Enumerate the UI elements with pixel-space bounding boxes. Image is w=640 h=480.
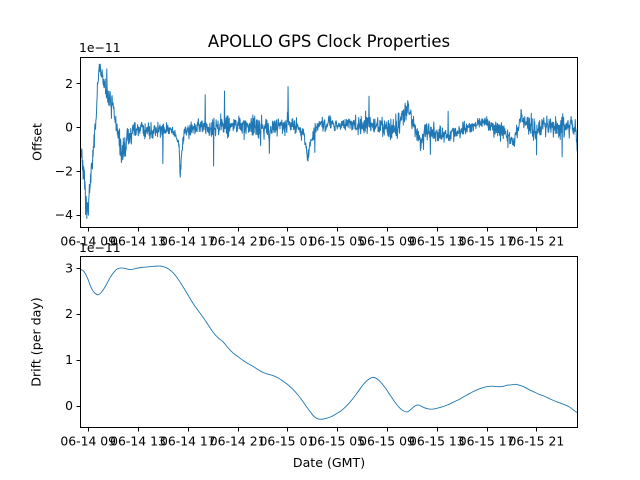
x-tick-label: 06-15 13 (409, 434, 465, 449)
y-tick-label: 2 (65, 306, 73, 321)
x-tick-label: 06-14 13 (110, 234, 166, 249)
y-tick-label: 2 (65, 76, 73, 91)
x-tick-label: 06-14 17 (160, 434, 216, 449)
x-tick-label: 06-14 21 (210, 434, 266, 449)
plot-spines (80, 256, 578, 428)
x-tick-label: 06-15 21 (509, 434, 565, 449)
chart-title: APOLLO GPS Clock Properties (207, 32, 451, 51)
x-tick-label: 06-15 01 (260, 434, 316, 449)
y-tick-label: 0 (65, 398, 73, 413)
offset-series-line (80, 63, 578, 219)
x-tick-label: 06-15 09 (359, 434, 415, 449)
offset-scale-label: 1e−11 (79, 40, 121, 55)
drift-series-line (80, 265, 578, 420)
x-tick-label: 06-15 13 (409, 234, 465, 249)
y-tick-label: 0 (65, 120, 73, 135)
y-tick-label: −2 (55, 163, 73, 178)
offset-y-axis-label: Offset (29, 123, 45, 161)
y-tick-label: 3 (65, 260, 73, 275)
x-tick-label: 06-14 09 (60, 434, 116, 449)
x-tick-label: 06-15 17 (459, 234, 515, 249)
x-tick-label: 06-15 09 (359, 234, 415, 249)
plot-spines (80, 57, 578, 228)
x-tick-label: 06-15 17 (459, 434, 515, 449)
x-tick-label: 06-14 17 (160, 234, 216, 249)
y-tick-label: 1 (65, 352, 73, 367)
x-tick-label: 06-14 21 (210, 234, 266, 249)
x-tick-label: 06-14 13 (110, 434, 166, 449)
x-tick-label: 06-15 01 (260, 234, 316, 249)
x-tick-label: 06-15 05 (309, 234, 365, 249)
y-tick-label: −4 (55, 207, 73, 222)
x-tick-label: 06-15 05 (309, 434, 365, 449)
x-tick-label: 06-14 09 (60, 234, 116, 249)
x-tick-label: 06-15 21 (509, 234, 565, 249)
drift-y-axis-label: Drift (per day) (28, 297, 44, 387)
drift-scale-label: 1e−11 (79, 240, 121, 255)
x-axis-label: Date (GMT) (292, 455, 366, 470)
